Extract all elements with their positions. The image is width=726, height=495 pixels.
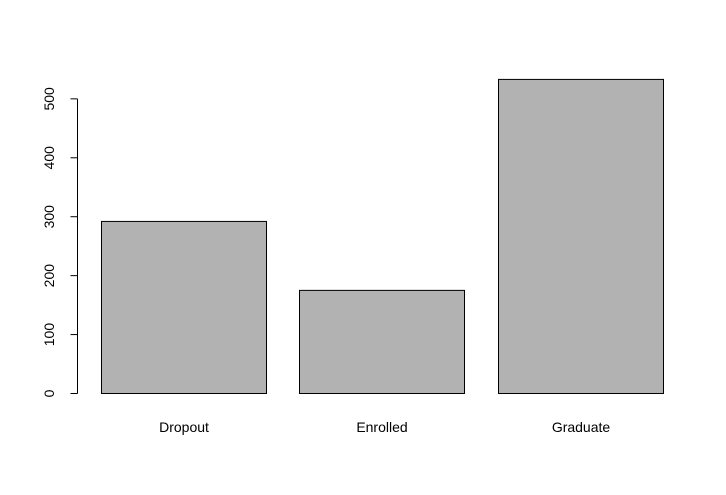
y-tick-label-300: 300 <box>41 205 57 229</box>
y-tick-label-200: 200 <box>41 264 57 288</box>
bar-dropout <box>101 220 267 394</box>
bar-graduate <box>498 78 664 394</box>
y-axis: 0 100 200 300 400 500 <box>41 87 78 397</box>
x-tick-label-graduate: Graduate <box>552 419 611 435</box>
bar-enrolled <box>299 289 465 394</box>
y-tick-label-400: 400 <box>41 146 57 170</box>
x-tick-label-enrolled: Enrolled <box>356 419 407 435</box>
y-tick-label-100: 100 <box>41 323 57 347</box>
y-tick-label-0: 0 <box>41 389 57 397</box>
y-tick-label-500: 500 <box>41 87 57 111</box>
bars-group <box>101 78 664 394</box>
x-tick-label-dropout: Dropout <box>159 419 209 435</box>
x-axis-labels: Dropout Enrolled Graduate <box>159 419 610 435</box>
